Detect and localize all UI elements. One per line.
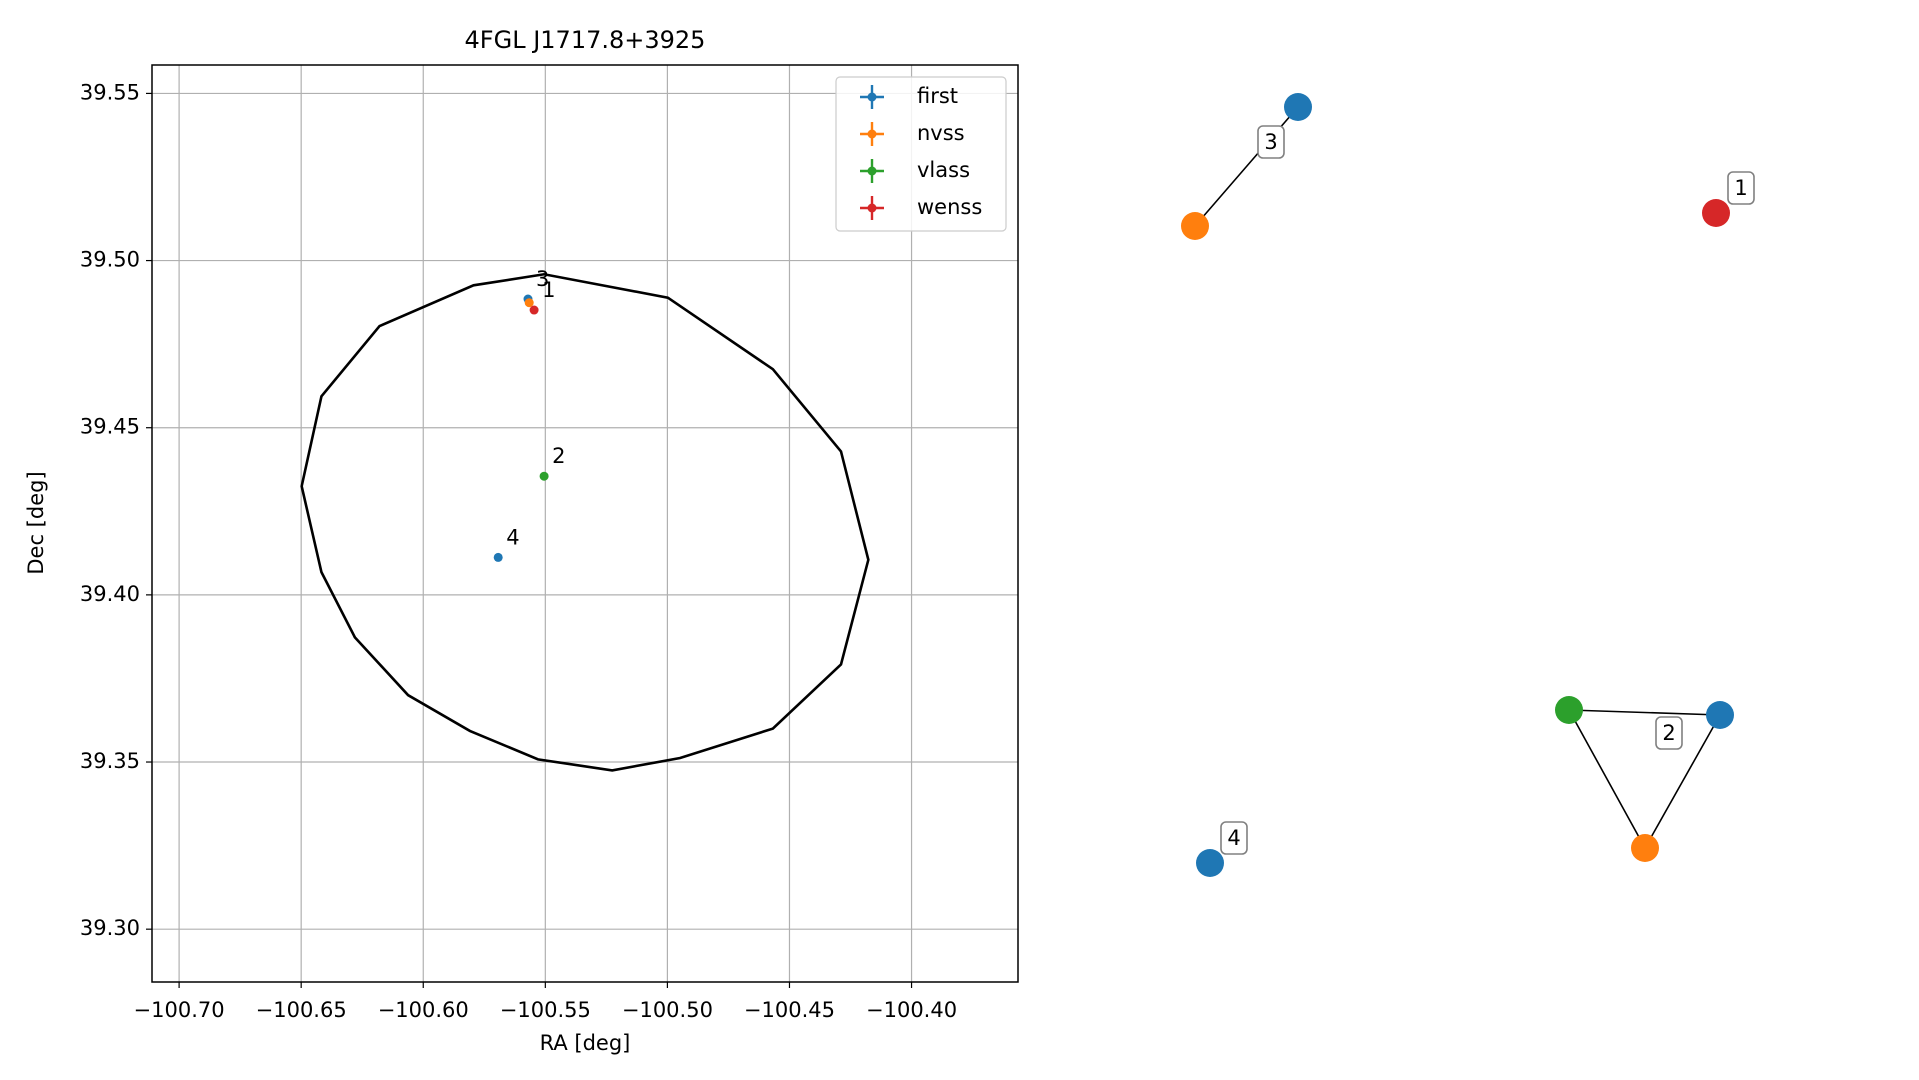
point-label: 3 xyxy=(536,267,549,291)
x-tick-label: −100.50 xyxy=(622,998,713,1022)
node xyxy=(1284,93,1312,121)
point xyxy=(524,298,534,308)
group-label: 1 xyxy=(1734,176,1747,200)
group-label-box xyxy=(1257,125,1285,159)
y-tick-label: 39.55 xyxy=(80,80,140,104)
y-tick-label: 39.35 xyxy=(80,749,140,773)
y-tick-label: 39.45 xyxy=(80,415,140,439)
point xyxy=(539,471,549,481)
x-axis-label: RA [deg] xyxy=(540,1031,631,1055)
node xyxy=(1631,834,1659,862)
point xyxy=(529,305,539,315)
node xyxy=(1706,701,1734,729)
legend-box xyxy=(835,76,1007,232)
y-tick-label: 39.30 xyxy=(80,916,140,940)
group-label: 4 xyxy=(1227,826,1240,850)
chart-title: 4FGL J1717.8+3925 xyxy=(465,26,706,54)
edge xyxy=(1568,709,1721,716)
group-label-box xyxy=(1655,716,1683,750)
legend-label: wenss xyxy=(917,195,982,219)
error-ellipse xyxy=(300,272,870,772)
y-tick-label: 39.50 xyxy=(80,248,140,272)
legend-label: nvss xyxy=(917,121,965,145)
group-label: 3 xyxy=(1264,130,1277,154)
edge xyxy=(1644,714,1721,849)
point-label: 2 xyxy=(552,444,565,468)
legend-marker xyxy=(867,203,877,213)
node xyxy=(1702,199,1730,227)
x-tick-label: −100.70 xyxy=(134,998,225,1022)
y-axis-label: Dec [deg] xyxy=(24,471,48,574)
legend-label: first xyxy=(917,84,958,108)
group-label: 2 xyxy=(1662,721,1675,745)
node xyxy=(1555,696,1583,724)
plot-frame xyxy=(151,64,1019,983)
point-label: 1 xyxy=(542,278,555,302)
point xyxy=(493,552,503,562)
edge xyxy=(1194,106,1299,227)
x-tick-label: −100.45 xyxy=(744,998,835,1022)
x-tick-label: −100.55 xyxy=(500,998,591,1022)
x-tick-label: −100.40 xyxy=(866,998,957,1022)
legend-marker xyxy=(867,92,877,102)
node xyxy=(1196,849,1224,877)
legend-marker xyxy=(867,129,877,139)
x-tick-label: −100.65 xyxy=(256,998,347,1022)
legend-label: vlass xyxy=(917,158,970,182)
group-label-box xyxy=(1727,171,1755,205)
node xyxy=(1181,212,1209,240)
x-tick-label: −100.60 xyxy=(378,998,469,1022)
point-label: 4 xyxy=(506,525,519,549)
edge xyxy=(1568,709,1646,849)
group-label-box xyxy=(1220,821,1248,855)
legend-marker xyxy=(867,166,877,176)
y-tick-label: 39.40 xyxy=(80,582,140,606)
